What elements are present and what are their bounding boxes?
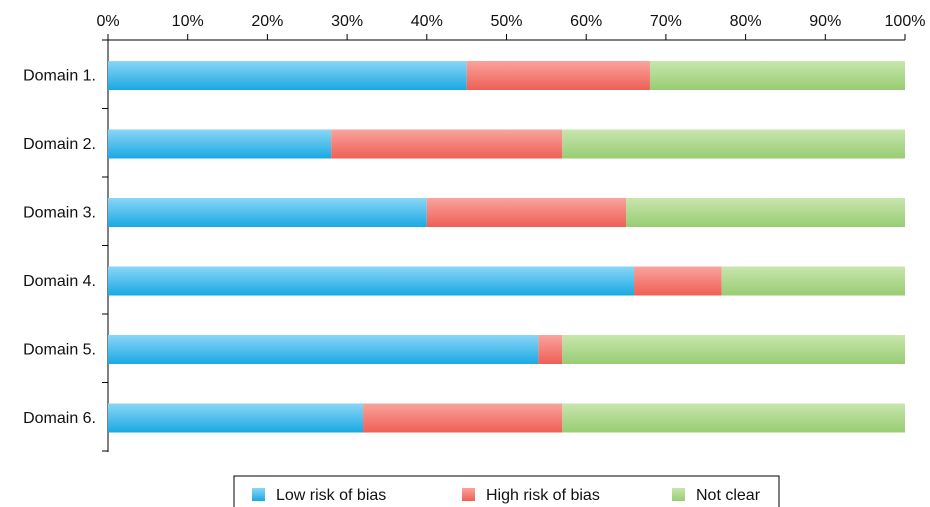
x-tick-label: 50% <box>490 13 522 30</box>
legend-label: Low risk of bias <box>276 487 386 504</box>
legend-label: Not clear <box>696 487 761 504</box>
bar-segment-low-risk-of-bias <box>108 403 364 433</box>
bar-segment-low-risk-of-bias <box>108 198 427 227</box>
bars <box>108 61 905 433</box>
x-tick-label: 20% <box>251 13 283 30</box>
x-tick-label: 70% <box>650 13 682 30</box>
bar-segment-not-clear <box>649 61 905 90</box>
legend-swatch <box>252 488 265 501</box>
bar-segment-high-risk-of-bias <box>466 61 650 90</box>
bar-segment-not-clear <box>626 198 905 227</box>
bar-segment-low-risk-of-bias <box>108 266 635 296</box>
x-tick-label: 10% <box>172 13 204 30</box>
x-tick-label: 60% <box>570 13 602 30</box>
category-label: Domain 6. <box>23 410 96 427</box>
bar-segment-low-risk-of-bias <box>108 129 332 159</box>
category-label: Domain 2. <box>23 136 96 153</box>
bar-segment-not-clear <box>562 403 905 433</box>
category-label: Domain 3. <box>23 205 96 222</box>
legend-box <box>233 475 780 507</box>
category-label: Domain 5. <box>23 342 96 359</box>
x-tick-label: 40% <box>411 13 443 30</box>
legend-swatch <box>672 488 685 501</box>
bar-segment-not-clear <box>562 129 905 159</box>
x-tick-label: 30% <box>331 13 363 30</box>
x-tick-label: 80% <box>730 13 762 30</box>
bar-segment-high-risk-of-bias <box>363 403 563 433</box>
axes: 0% 10% 20% 30% 40% 50% 60% 70% 80% 90% 100% Domain … <box>23 13 925 452</box>
bar-segment-low-risk-of-bias <box>108 335 539 364</box>
legend: Low risk of bias High risk of bias Not cle… <box>233 475 780 507</box>
legend-swatch <box>462 488 475 501</box>
bar-segment-high-risk-of-bias <box>634 266 722 296</box>
x-tick-label: 90% <box>809 13 841 30</box>
bar-segment-high-risk-of-bias <box>331 129 563 159</box>
x-tick-label: 0% <box>96 13 119 30</box>
bar-segment-not-clear <box>562 335 905 364</box>
legend-label: High risk of bias <box>486 487 600 504</box>
category-label: Domain 4. <box>23 273 96 290</box>
bar-segment-low-risk-of-bias <box>108 61 467 90</box>
bar-segment-not-clear <box>721 266 905 296</box>
category-label: Domain 1. <box>23 68 96 85</box>
bar-segment-high-risk-of-bias <box>538 335 563 364</box>
x-tick-label: 100% <box>885 13 926 30</box>
bar-segment-high-risk-of-bias <box>426 198 627 227</box>
